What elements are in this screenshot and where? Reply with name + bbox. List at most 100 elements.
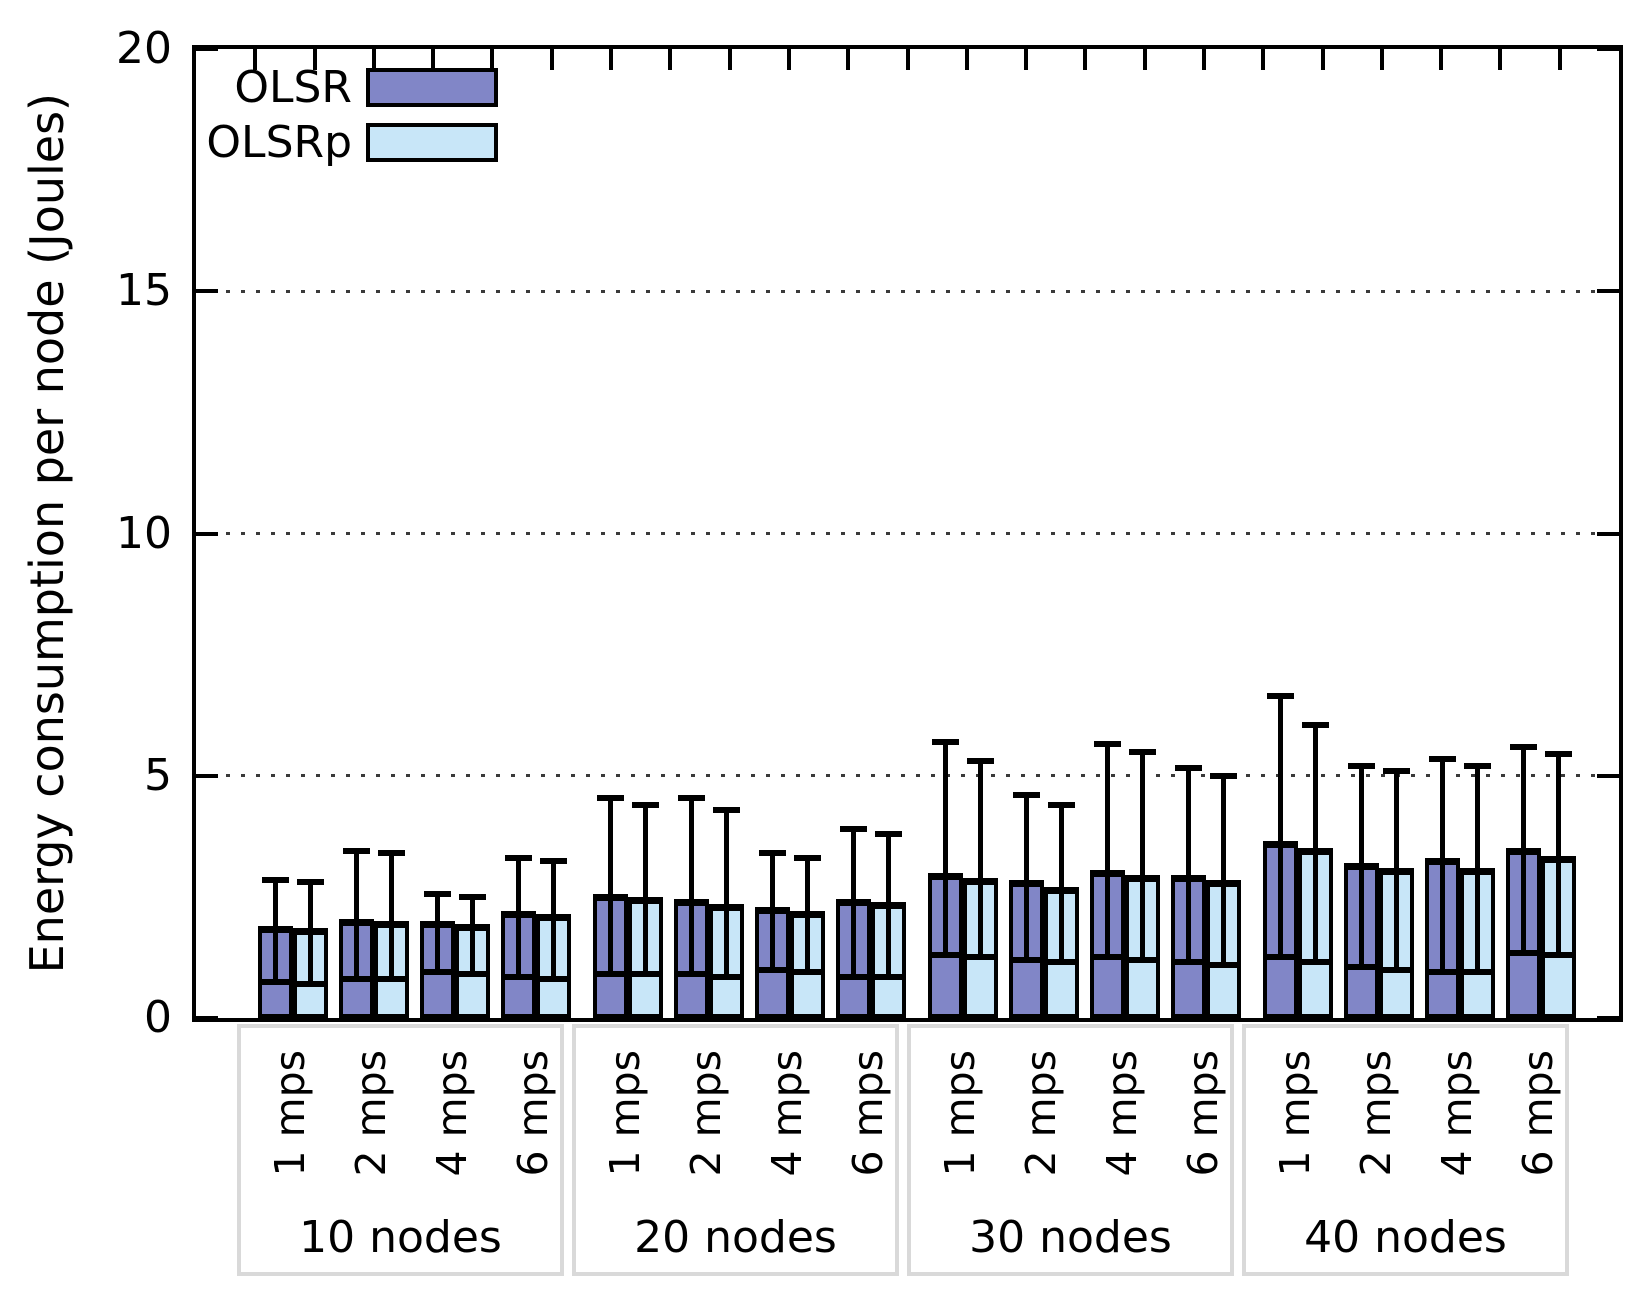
group-label-20nodes: 20 nodes	[634, 1212, 837, 1263]
x-tick-top	[846, 49, 851, 70]
error-cap-top	[1301, 721, 1329, 728]
error-cap-top	[1129, 748, 1157, 755]
error-cap-bottom	[1047, 959, 1075, 966]
gridline-y15	[196, 289, 1619, 293]
error-cap-bottom	[296, 981, 324, 988]
error-bar	[805, 858, 811, 972]
error-bar	[1277, 695, 1283, 958]
error-cap-bottom	[1429, 968, 1457, 975]
x-tick-top	[727, 49, 732, 70]
error-cap-top	[377, 850, 405, 857]
error-cap-top	[677, 794, 705, 801]
x-tick-top	[549, 49, 554, 70]
error-cap-top	[759, 850, 787, 857]
plot-area	[192, 45, 1623, 1022]
legend-label-olsrp: OLSRp	[206, 116, 352, 168]
x-tick-top	[905, 49, 910, 70]
error-cap-bottom	[712, 973, 740, 980]
x-tick-label-4mps: 4 mps	[1098, 1050, 1147, 1177]
group-label-30nodes: 30 nodes	[969, 1212, 1172, 1263]
error-cap-bottom	[1266, 954, 1294, 961]
error-cap-bottom	[875, 973, 903, 980]
legend-item-olsrp: OLSRp	[196, 115, 498, 170]
y-tick-left-10	[196, 531, 218, 536]
error-cap-top	[1012, 792, 1040, 799]
y-tick-right-15	[1597, 289, 1619, 294]
error-bar	[516, 858, 522, 977]
x-tick-top	[1201, 49, 1206, 70]
x-tick-top	[312, 49, 317, 70]
y-tick-left-0	[196, 1016, 218, 1020]
x-tick-top	[1142, 49, 1147, 70]
x-group-box-40nodes: 1 mps 2 mps 4 mps 6 mps 40 nodes	[1242, 1024, 1569, 1276]
error-bar	[1440, 758, 1446, 972]
error-bar	[1521, 746, 1527, 953]
bar-olsrp-40nodes-1mps	[1297, 848, 1333, 1018]
error-cap-top	[1094, 741, 1122, 748]
error-bar	[435, 894, 441, 972]
error-cap-top	[840, 826, 868, 833]
error-cap-bottom	[1210, 961, 1238, 968]
x-tick-top	[1024, 49, 1029, 70]
error-cap-bottom	[596, 971, 624, 978]
group-label-10nodes: 10 nodes	[299, 1212, 502, 1263]
error-bar	[1475, 766, 1481, 972]
y-tick-label-20: 20	[116, 23, 172, 74]
x-tick-top	[1498, 49, 1503, 70]
x-tick-label-6mps: 6 mps	[844, 1050, 893, 1177]
error-cap-bottom	[1129, 956, 1157, 963]
y-tick-label-15: 15	[116, 265, 172, 317]
error-cap-bottom	[794, 968, 822, 975]
error-bar	[1058, 804, 1064, 963]
x-tick-top	[1439, 49, 1444, 70]
error-cap-bottom	[1012, 956, 1040, 963]
y-tick-label-5: 5	[144, 749, 172, 801]
error-cap-top	[1210, 772, 1238, 779]
error-bar	[1140, 751, 1146, 960]
error-cap-bottom	[1301, 959, 1329, 966]
error-cap-top	[1382, 767, 1410, 774]
x-tick-label-6mps: 6 mps	[509, 1050, 558, 1177]
x-tick-label-1mps: 1 mps	[265, 1050, 314, 1177]
error-cap-top	[875, 830, 903, 837]
x-tick-label-4mps: 4 mps	[1433, 1050, 1482, 1177]
error-cap-bottom	[631, 971, 659, 978]
x-tick-top	[490, 49, 495, 70]
x-tick-top	[609, 49, 614, 70]
gridline-y5	[196, 774, 1619, 778]
bar-olsrp-30nodes-2mps	[1043, 887, 1079, 1018]
y-tick-right-5	[1597, 773, 1619, 778]
error-cap-bottom	[759, 966, 787, 973]
error-cap-top	[1266, 692, 1294, 699]
error-cap-top	[261, 876, 289, 883]
error-cap-top	[1175, 765, 1203, 772]
error-bar	[551, 860, 557, 980]
error-bar	[1221, 775, 1227, 965]
y-tick-left-5	[196, 773, 218, 778]
error-cap-bottom	[540, 976, 568, 983]
y-tick-right-20	[1597, 47, 1619, 51]
y-tick-right-0	[1597, 1016, 1619, 1020]
x-tick-top	[1379, 49, 1384, 70]
x-tick-label-6mps: 6 mps	[1179, 1050, 1228, 1177]
error-cap-bottom	[377, 976, 405, 983]
error-bar	[977, 761, 983, 958]
error-bar	[688, 797, 694, 975]
bar-olsrp-30nodes-4mps	[1125, 875, 1161, 1018]
error-cap-bottom	[1464, 968, 1492, 975]
error-bar	[1393, 770, 1399, 970]
x-tick-top	[786, 49, 791, 70]
group-label-40nodes: 40 nodes	[1304, 1212, 1507, 1263]
x-tick-label-2mps: 2 mps	[681, 1050, 730, 1177]
error-bar	[1105, 744, 1111, 958]
error-bar	[723, 809, 729, 977]
error-cap-bottom	[1510, 949, 1538, 956]
error-bar	[388, 853, 394, 980]
error-cap-bottom	[505, 973, 533, 980]
error-cap-top	[931, 738, 959, 745]
legend-swatch-olsr	[366, 68, 498, 107]
legend-item-olsr: OLSR	[196, 60, 498, 115]
error-cap-top	[424, 891, 452, 898]
error-bar	[1312, 724, 1318, 963]
y-tick-left-20	[196, 47, 218, 51]
